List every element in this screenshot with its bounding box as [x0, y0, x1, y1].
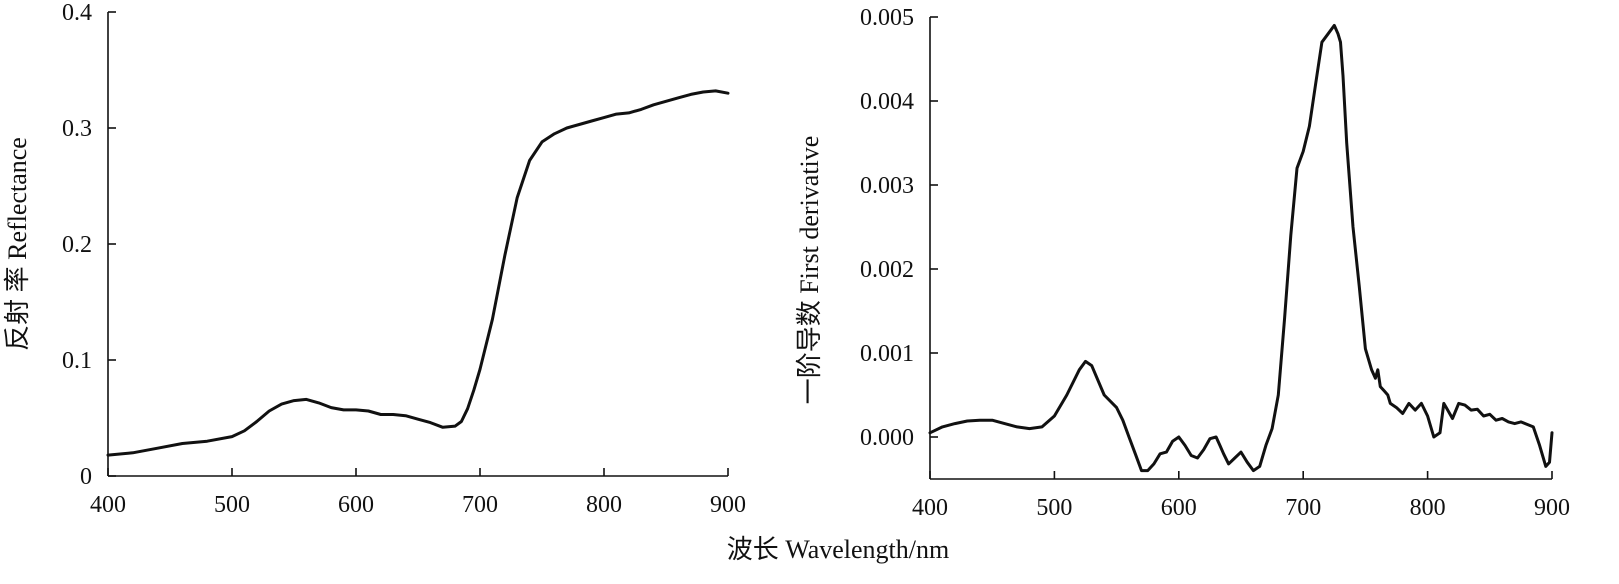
derivative-x-ticks: 400 500 600 700 800 900	[912, 471, 1570, 521]
reflectance-series	[106, 89, 730, 457]
y-tick-label: 0.003	[860, 173, 914, 199]
reflectance-axes	[107, 12, 728, 477]
x-tick-label: 800	[1410, 495, 1446, 521]
derivative-y-axis-title: 一阶导数 First derivative	[795, 136, 824, 405]
derivative-axes	[929, 17, 1552, 480]
x-tick-label: 900	[1534, 495, 1570, 521]
y-tick-label: 0.2	[62, 232, 92, 258]
x-tick-label: 400	[90, 492, 126, 518]
x-tick-label: 700	[462, 492, 498, 518]
derivative-series-line	[928, 23, 1554, 473]
y-tick-label: 0.1	[62, 348, 92, 374]
y-tick-label: 0.3	[62, 116, 92, 142]
derivative-series	[928, 23, 1554, 473]
y-tick-label: 0.001	[860, 341, 914, 367]
y-tick-label: 0.000	[860, 425, 914, 451]
reflectance-chart: 400 500 600 700 800 900 0 0.1 0.2 0.3 0.4 反射 率 Re…	[3, 0, 746, 518]
x-tick-label: 500	[1036, 495, 1072, 521]
y-tick-label: 0.002	[860, 257, 914, 283]
first-derivative-chart: 400 500 600 700 800 900 0.0000.0010.0020.0030…	[795, 5, 1570, 521]
y-tick-label: 0.004	[860, 89, 914, 115]
shared-x-axis-title: 波长 Wavelength/nm	[727, 535, 949, 564]
y-tick-label: 0	[80, 464, 92, 490]
reflectance-y-ticks: 0 0.1 0.2 0.3 0.4	[62, 0, 116, 490]
x-tick-label: 700	[1285, 495, 1321, 521]
x-tick-label: 800	[586, 492, 622, 518]
x-tick-label: 500	[214, 492, 250, 518]
reflectance-x-ticks: 400 500 600 700 800 900	[90, 468, 746, 518]
x-tick-label: 900	[710, 492, 746, 518]
reflectance-y-axis-title: 反射 率 Reflectance	[3, 137, 32, 351]
x-tick-label: 600	[1161, 495, 1197, 521]
x-tick-label: 400	[912, 495, 948, 521]
y-tick-label: 0.005	[860, 5, 914, 31]
reflectance-series-line	[106, 89, 730, 457]
derivative-y-ticks: 0.000 0.001 0.002 0.003 0.004 0.005	[860, 5, 938, 451]
x-tick-label: 600	[338, 492, 374, 518]
y-tick-label: 0.4	[62, 0, 92, 26]
